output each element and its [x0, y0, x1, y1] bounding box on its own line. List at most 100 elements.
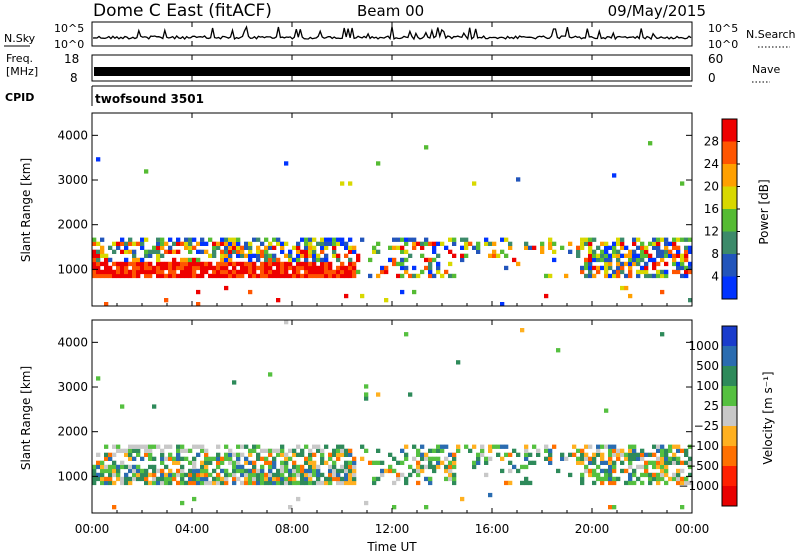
range-cell	[136, 464, 141, 470]
range-cell	[188, 468, 193, 474]
range-cell	[276, 241, 281, 246]
colorbar-tick-label: 1000	[688, 339, 719, 353]
range-cell	[104, 476, 109, 482]
range-cell	[344, 253, 349, 258]
range-cell	[344, 464, 349, 470]
range-cell	[304, 480, 309, 486]
range-cell	[392, 245, 397, 250]
range-cell	[160, 253, 165, 258]
range-cell	[256, 253, 261, 258]
range-cell	[252, 444, 257, 449]
range-cell	[112, 444, 117, 449]
range-cell	[200, 249, 205, 254]
range-cell	[604, 444, 609, 449]
range-cell	[292, 257, 297, 263]
range-cell	[320, 237, 325, 242]
range-cell	[236, 253, 241, 258]
range-cell	[544, 293, 549, 299]
range-cell	[140, 269, 145, 275]
colorbar-tick-label: −100	[686, 439, 719, 453]
range-cell	[592, 472, 597, 478]
range-cell	[208, 472, 213, 478]
range-cell	[252, 464, 257, 470]
range-cell	[428, 241, 433, 246]
range-cell	[340, 269, 345, 275]
range-cell	[576, 456, 581, 461]
range-cell	[380, 269, 385, 275]
range-cell	[240, 452, 245, 457]
range-cell	[616, 452, 621, 457]
range-cell	[588, 456, 593, 461]
range-cell	[424, 257, 429, 263]
range-cell	[100, 472, 105, 478]
range-cell	[684, 265, 689, 271]
range-cell	[660, 257, 665, 263]
range-cell	[460, 496, 465, 502]
range-cell	[664, 460, 669, 465]
range-cell	[436, 448, 441, 453]
range-cell	[144, 261, 149, 267]
range-cell	[620, 265, 625, 271]
range-cell	[460, 245, 465, 250]
range-cell	[344, 293, 349, 299]
range-cell	[148, 464, 153, 470]
range-cell	[208, 456, 213, 461]
range-cell	[352, 464, 357, 470]
range-cell	[372, 245, 377, 250]
range-cell	[144, 265, 149, 271]
range-cell	[132, 468, 137, 474]
range-cell	[668, 460, 673, 465]
range-cell	[448, 273, 453, 279]
range-cell	[604, 245, 609, 250]
range-cell	[316, 448, 321, 453]
range-cell	[120, 464, 125, 470]
range-cell	[352, 265, 357, 271]
range-cell	[232, 269, 237, 275]
range-cell	[268, 257, 273, 263]
range-cell	[448, 472, 453, 478]
range-cell	[472, 181, 477, 186]
range-cell	[280, 452, 285, 457]
range-cell	[552, 257, 557, 263]
range-cell	[156, 444, 161, 449]
range-cell	[188, 460, 193, 465]
y-tick-label: 2000	[57, 425, 88, 439]
range-cell	[600, 460, 605, 465]
range-cell	[128, 249, 133, 254]
range-cell	[188, 269, 193, 275]
range-cell	[412, 273, 417, 279]
range-cell	[324, 476, 329, 482]
range-cell	[444, 444, 449, 449]
range-cell	[228, 273, 233, 279]
range-cell	[432, 257, 437, 263]
freq-band	[94, 67, 690, 76]
range-cell	[220, 253, 225, 258]
range-cell	[272, 456, 277, 461]
range-cell	[508, 480, 513, 486]
range-cell	[656, 448, 661, 453]
range-cell	[124, 472, 129, 478]
range-cell	[236, 237, 241, 242]
range-cell	[296, 464, 301, 470]
range-cell	[224, 257, 229, 263]
range-cell	[612, 460, 617, 465]
range-cell	[176, 265, 181, 271]
range-cell	[196, 241, 201, 246]
range-cell	[332, 249, 337, 254]
range-cell	[224, 468, 229, 474]
range-cell	[104, 464, 109, 470]
range-cell	[648, 472, 653, 478]
colorbar-tick-label: 500	[696, 359, 719, 373]
range-cell	[324, 261, 329, 267]
range-cell	[232, 468, 237, 474]
freq-tick-bottom: 8	[70, 71, 78, 85]
range-cell	[220, 269, 225, 275]
range-cell	[320, 265, 325, 271]
range-cell	[372, 460, 377, 465]
range-cell	[524, 245, 529, 250]
range-cell	[532, 460, 537, 465]
range-cell	[112, 261, 117, 267]
range-cell	[156, 480, 161, 486]
range-cell	[92, 464, 97, 470]
